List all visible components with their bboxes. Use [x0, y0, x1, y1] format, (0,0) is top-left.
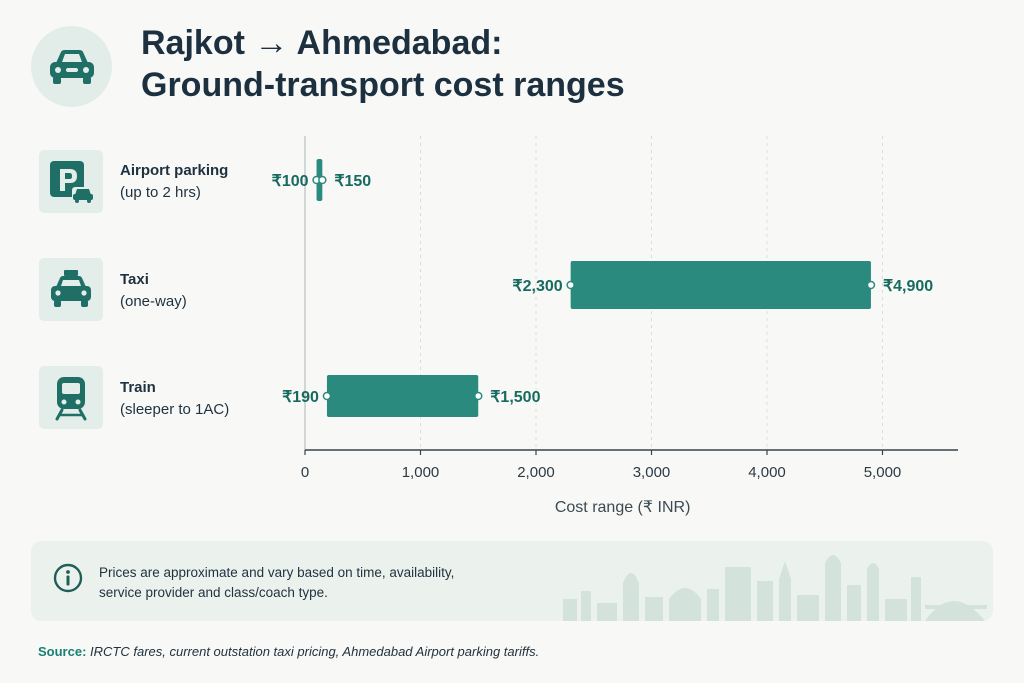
- x-axis-title: Cost range (₹ INR): [555, 499, 691, 516]
- source-label: Source:: [38, 644, 87, 659]
- city-skyline-illustration: [563, 555, 987, 621]
- x-tick-label: 4,000: [748, 464, 786, 481]
- range-max-label: ₹150: [334, 173, 371, 190]
- range-min-label: ₹190: [282, 389, 319, 406]
- row-label-train: Train (sleeper to 1AC): [120, 377, 229, 421]
- row-title: Airport parking: [120, 162, 229, 179]
- info-text-line-1: Prices are approximate and vary based on…: [99, 565, 455, 580]
- info-text-line-2: service provider and class/coach type.: [99, 585, 328, 600]
- range-max-label: ₹1,500: [490, 389, 540, 406]
- row-title: Train: [120, 379, 156, 396]
- x-tick-label: 2,000: [517, 464, 555, 481]
- info-note: Prices are approximate and vary based on…: [31, 541, 993, 621]
- range-bar: [570, 261, 871, 309]
- info-icon: [53, 563, 83, 593]
- x-tick-label: 0: [301, 464, 309, 481]
- row-label-taxi: Taxi (one-way): [120, 269, 187, 313]
- range-max-dot: [318, 175, 327, 185]
- range-min-label: ₹2,300: [512, 278, 562, 295]
- taxi-icon: [51, 269, 91, 307]
- source-text: IRCTC fares, current outstation taxi pri…: [90, 644, 540, 659]
- range-max-dot: [474, 391, 483, 401]
- row-subtitle: (one-way): [120, 293, 187, 310]
- row-subtitle: (up to 2 hrs): [120, 184, 201, 201]
- parking-icon-badge: [39, 150, 103, 213]
- row-label-parking: Airport parking (up to 2 hrs): [120, 160, 228, 204]
- range-min-dot: [566, 280, 575, 290]
- train-icon-badge: [39, 366, 103, 429]
- row-subtitle: (sleeper to 1AC): [120, 401, 230, 418]
- train-icon: [55, 376, 87, 420]
- x-tick-label: 1,000: [402, 464, 440, 481]
- range-max-dot: [866, 280, 876, 290]
- x-tick-label: 3,000: [633, 464, 671, 481]
- range-bar: [326, 375, 479, 417]
- parking-icon: [50, 160, 94, 203]
- source-note: Source: IRCTC fares, current outstation …: [38, 644, 539, 659]
- title-line-2: Ground-transport cost ranges: [141, 66, 625, 104]
- info-text: Prices are approximate and vary based on…: [99, 563, 519, 603]
- taxi-icon-badge: [39, 258, 103, 321]
- car-icon-badge: [31, 26, 112, 107]
- range-max-label: ₹4,900: [883, 278, 933, 295]
- x-tick-label: 5,000: [864, 464, 902, 481]
- range-min-dot: [322, 391, 332, 401]
- car-icon: [49, 49, 94, 84]
- page-title: Rajkot → Ahmedabad: Ground-transport cos…: [141, 22, 625, 106]
- range-min-label: ₹100: [272, 173, 309, 190]
- title-line-1: Rajkot → Ahmedabad:: [141, 24, 503, 62]
- row-title: Taxi: [120, 271, 149, 288]
